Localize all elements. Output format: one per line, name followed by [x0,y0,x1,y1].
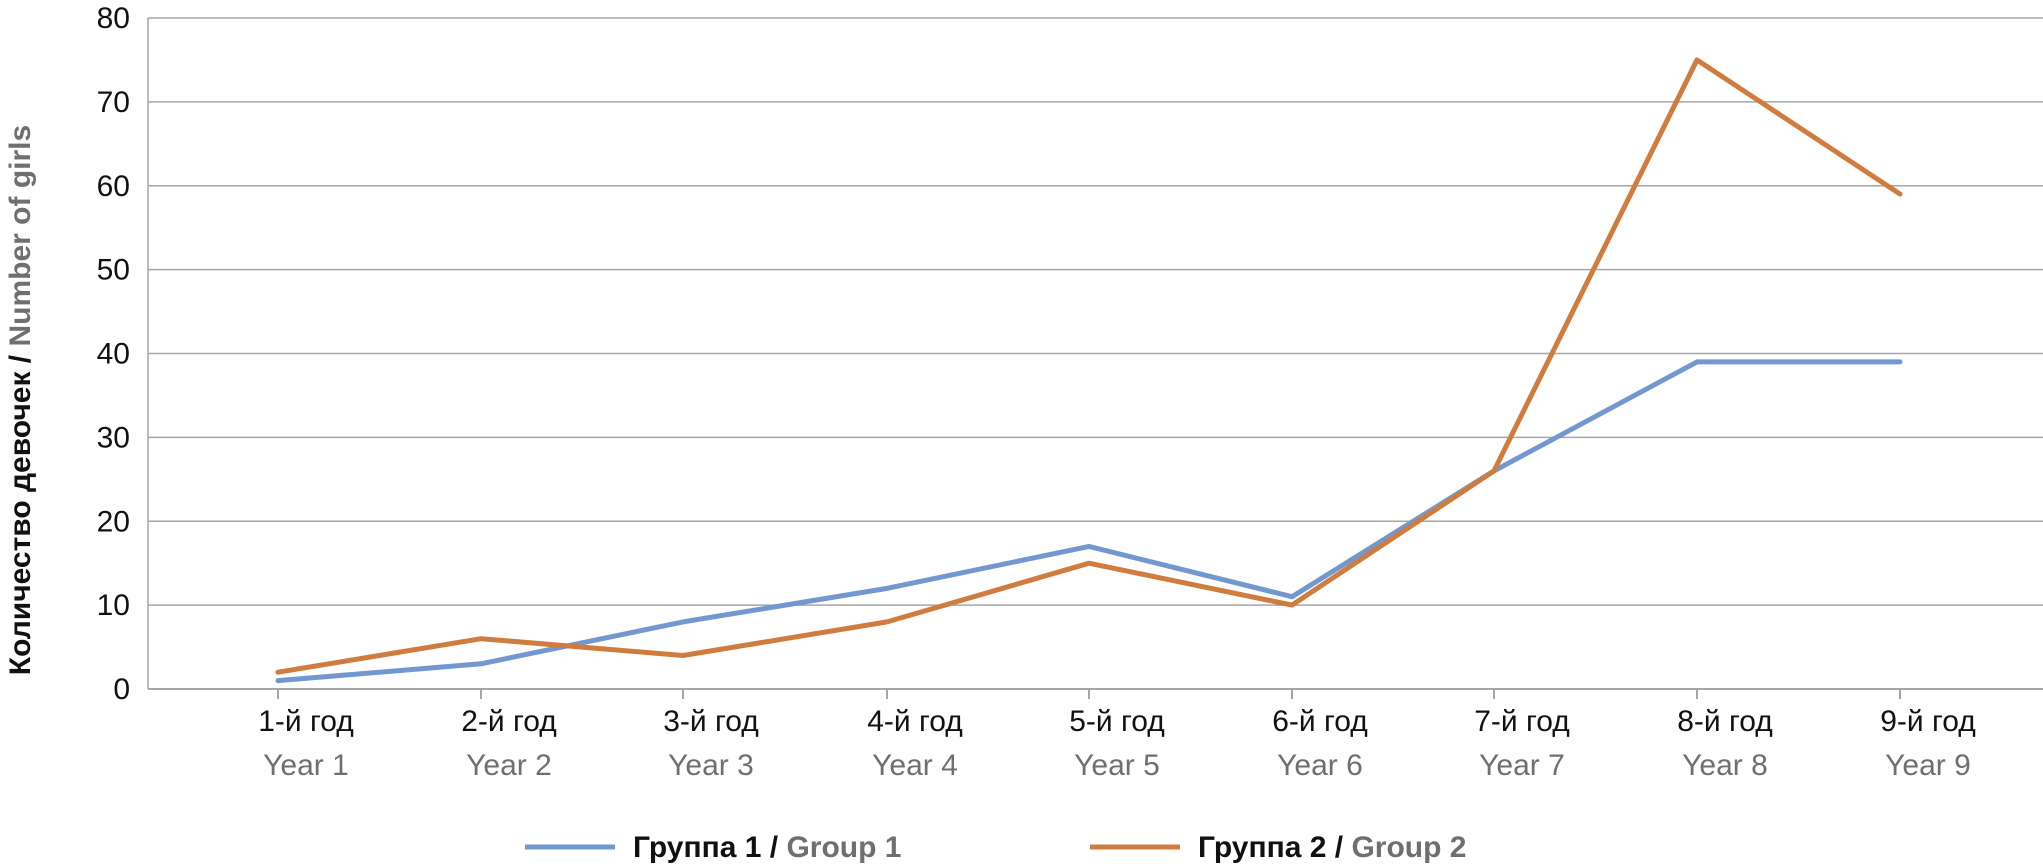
y-axis-label: Количество девочек / Number of girls [4,125,37,675]
x-tick-label-en: Year 3 [668,749,754,782]
y-tick-label: 10 [97,589,130,622]
y-tick-label: 70 [97,86,130,119]
y-axis-label-en: Number of girls [4,125,37,347]
series-lines [275,57,1903,684]
x-tick-label-en: Year 9 [1885,749,1971,782]
x-tick-label: 8-й год [1677,705,1773,738]
legend-label-sep: / [1326,831,1351,864]
x-tick-label: 6-й год [1272,705,1368,738]
legend: Группа 1 / Group 1 Группа 2 / Group 2 [525,831,1466,864]
legend-label-sep: / [761,831,786,864]
series-line-2 [275,57,1903,675]
y-tick-label: 20 [97,505,130,538]
y-tick-label: 40 [97,338,130,371]
x-tick-label: 2-й год [461,705,557,738]
x-tick-labels: 1-й год Year 1 2-й год Year 2 3-й год Year 3 4… [258,705,1976,782]
legend-label-en: Group 2 [1351,831,1466,864]
x-tick-label-en: Year 8 [1682,749,1768,782]
legend-label-en: Group 1 [786,831,901,864]
y-tick-labels: 0 10 20 30 40 50 60 70 80 [97,2,130,706]
x-tick-label-en: Year 5 [1074,749,1160,782]
x-tick-label-en: Year 2 [466,749,552,782]
y-tick-label: 30 [97,421,130,454]
legend-label-1: Группа 1 / Group 1 [633,831,901,864]
legend-label-2: Группа 2 / Group 2 [1198,831,1466,864]
y-tick-label: 60 [97,170,130,203]
y-axis-label-ru: Количество девочек [4,371,37,676]
x-tick-label: 4-й год [867,705,963,738]
y-tick-label: 80 [97,2,130,35]
x-tick-label: 1-й год [258,705,354,738]
y-tick-label: 0 [113,673,130,706]
x-tick-label-en: Year 4 [872,749,958,782]
y-axis-label-sep: / [4,347,37,372]
y-tick-label: 50 [97,254,130,287]
legend-label-ru: Группа 1 [633,831,761,864]
x-tick-label-en: Year 1 [263,749,349,782]
x-tick-label: 3-й год [663,705,759,738]
x-tick-label-en: Year 7 [1479,749,1565,782]
x-tick-label: 5-й год [1069,705,1165,738]
gridlines [148,17,2043,690]
x-tick-label: 9-й год [1880,705,1976,738]
x-tick-label: 7-й год [1474,705,1570,738]
x-tick-label-en: Year 6 [1277,749,1363,782]
series-line-1 [275,359,1903,684]
legend-label-ru: Группа 2 [1198,831,1326,864]
axes [147,18,2043,699]
